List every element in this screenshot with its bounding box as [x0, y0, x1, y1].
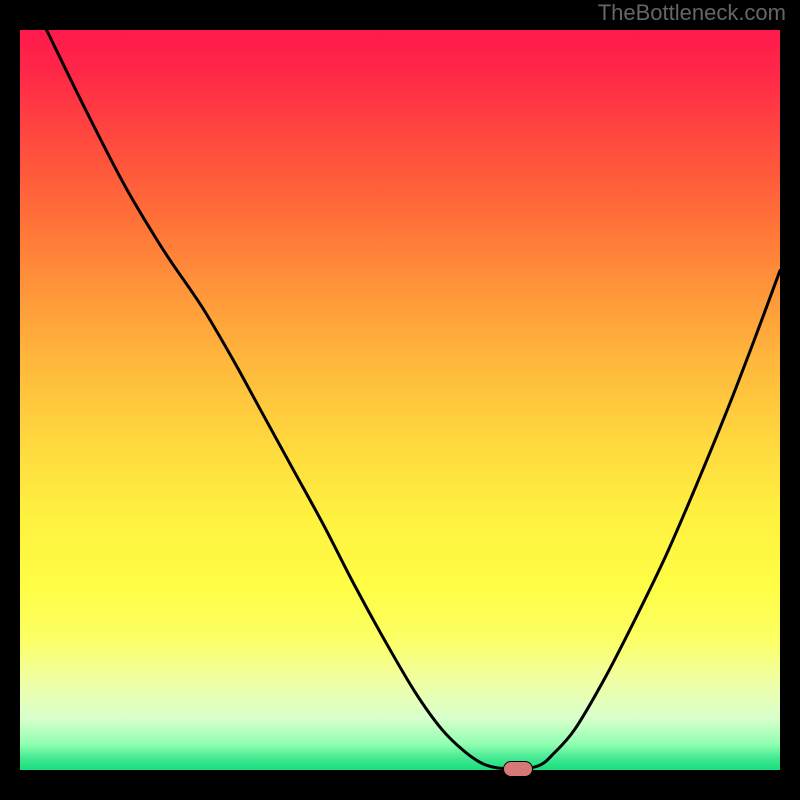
bottleneck-curve [20, 30, 780, 770]
bottleneck-chart [20, 30, 780, 770]
optimal-point-marker [503, 761, 533, 777]
watermark-text: TheBottleneck.com [598, 0, 786, 26]
